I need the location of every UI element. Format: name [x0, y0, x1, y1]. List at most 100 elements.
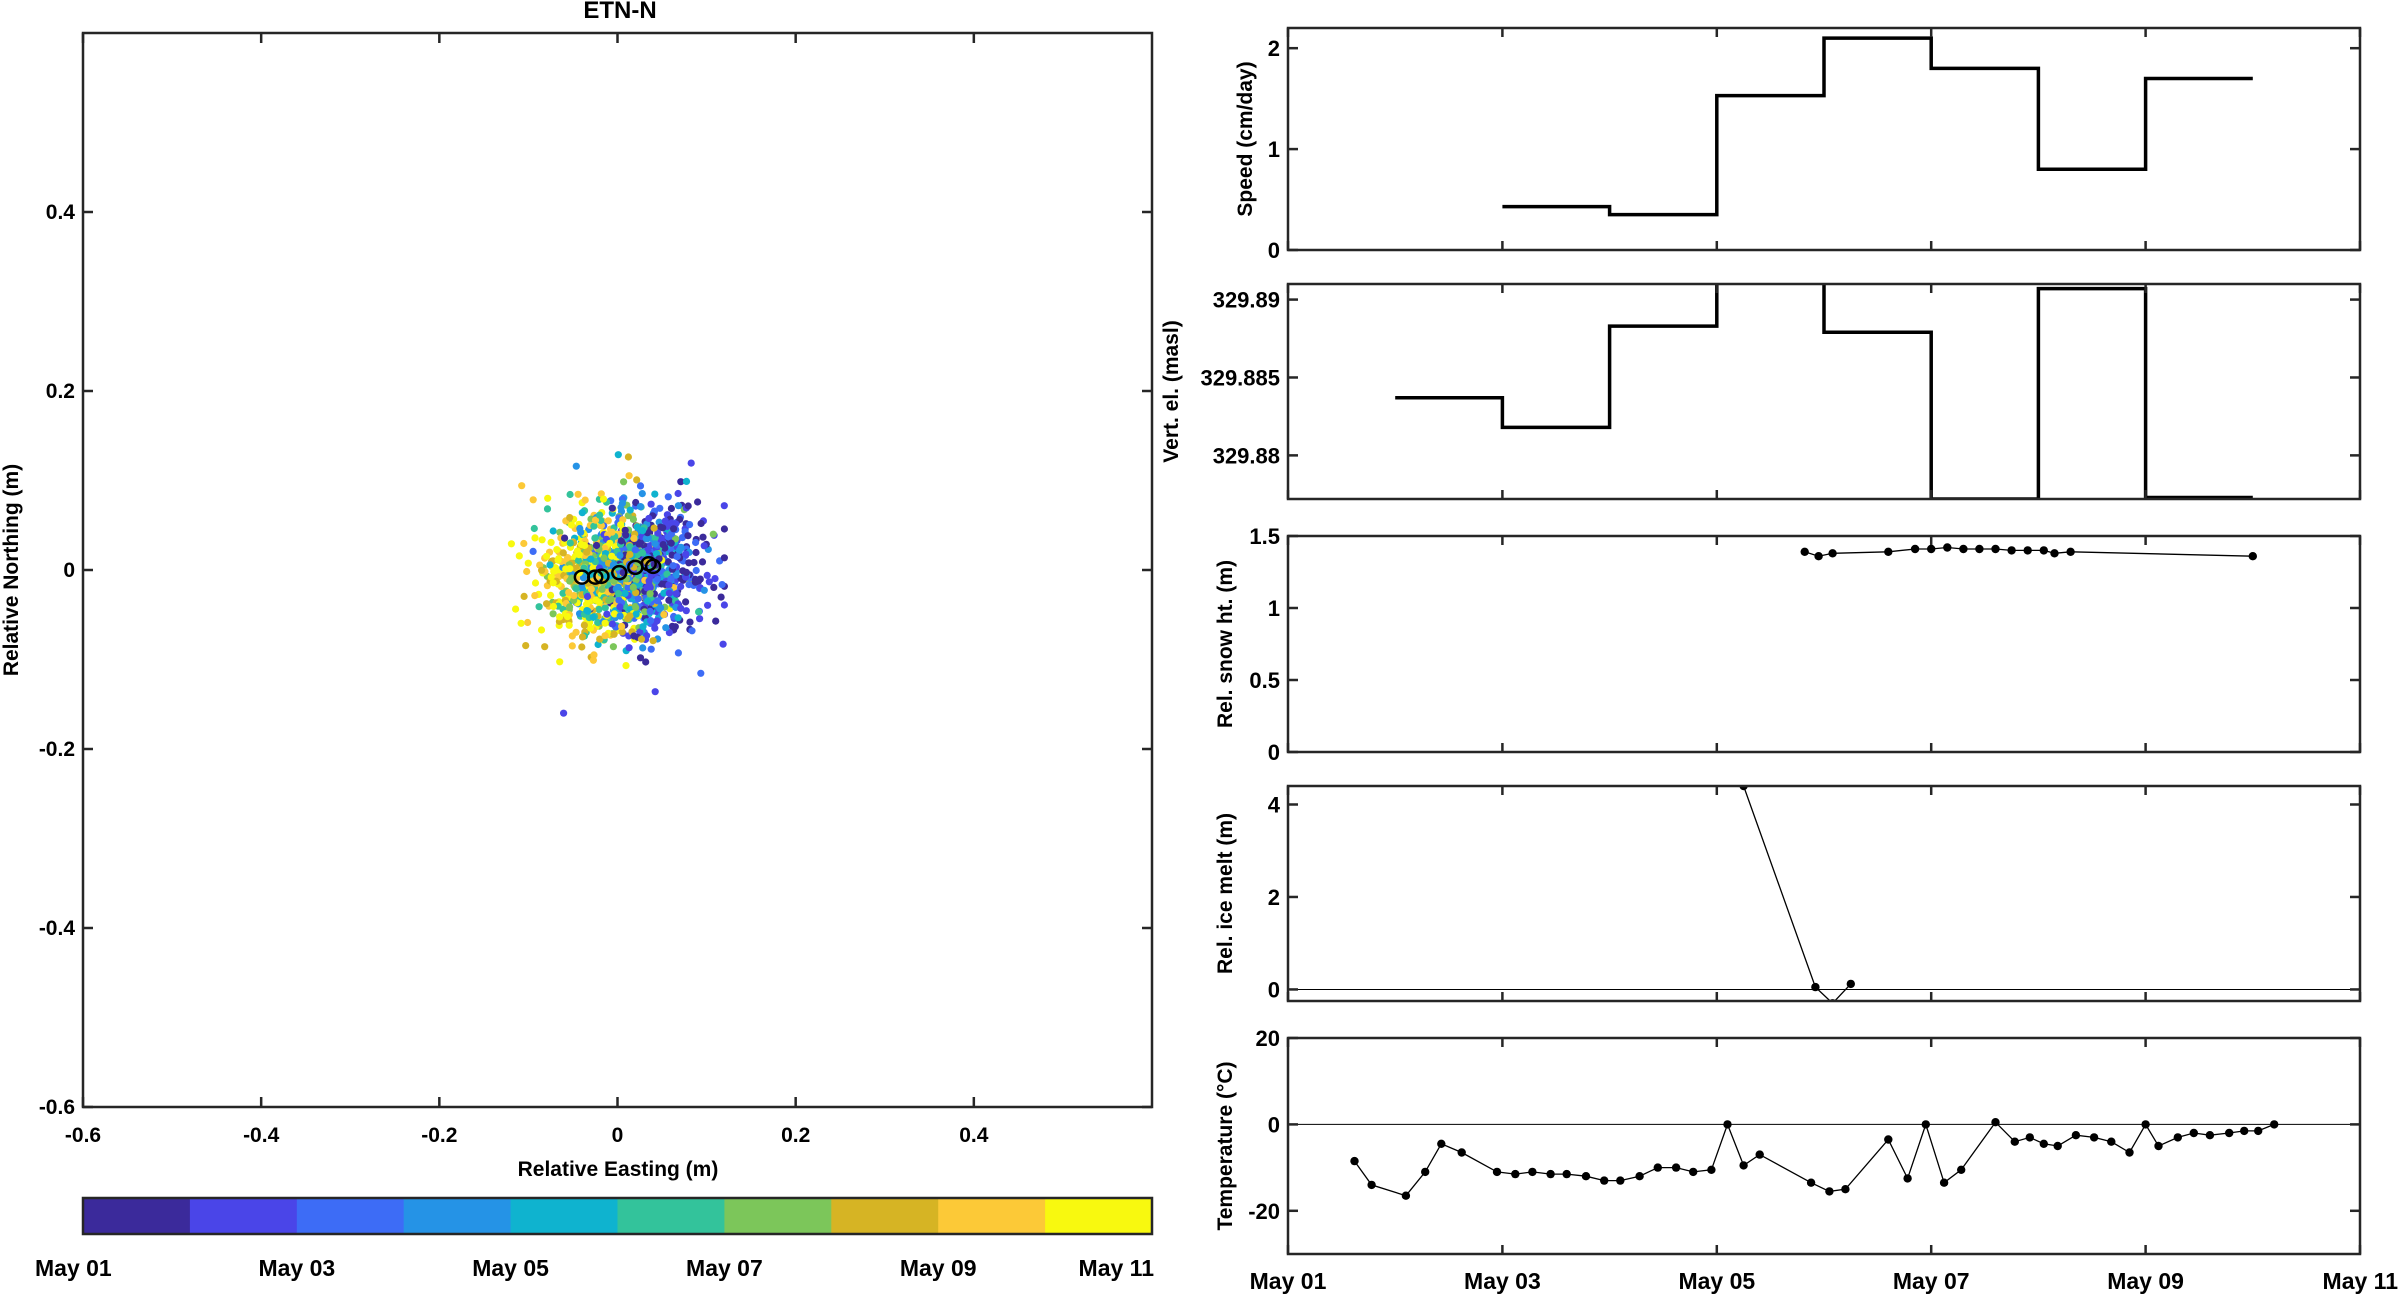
scatter-point	[563, 613, 572, 621]
series-point	[2023, 546, 2032, 555]
colorbar-ticks: May 01 May 03 May 05 May 07 May 09 May 11	[35, 1255, 1154, 1281]
scatter-point	[553, 546, 561, 554]
panel-4: 0 2 4 Rel. ice melt (m)	[1214, 784, 2362, 1002]
colorbar-tick-label: May 09	[900, 1255, 977, 1281]
scatter-point	[605, 596, 613, 605]
scatter-point	[560, 709, 568, 717]
scatter-point	[647, 500, 655, 508]
scatter-panel: ETN-N -0.6 -0.4 -0.2 0 0.2 0.4 -0.6 -0.4 -0.2 0 0…	[0, 0, 1154, 1181]
series-point	[1910, 544, 1920, 554]
scatter-point	[549, 579, 557, 587]
scatter-point	[645, 577, 653, 585]
scatter-point	[682, 477, 691, 485]
scatter-x-ticks: -0.6 -0.4 -0.2 0 0.2 0.4	[65, 33, 989, 1147]
scatter-point	[591, 534, 599, 542]
scatter-point	[626, 543, 634, 551]
scatter-point	[618, 499, 627, 507]
scatter-y-ticks: -0.6 -0.4 -0.2 0 0.2 0.4	[39, 201, 1152, 1119]
scatter-point	[543, 600, 551, 608]
scatter-point	[591, 516, 600, 524]
scatter-point	[624, 584, 632, 592]
scatter-point	[616, 603, 624, 611]
scatter-point	[572, 462, 580, 470]
series-line	[1742, 786, 1852, 1001]
scatter-point	[651, 540, 659, 548]
scatter-point	[564, 554, 572, 562]
panel-axes-box	[1286, 534, 2362, 754]
scatter-point	[668, 622, 676, 631]
y-tick-label: 20	[1256, 1026, 1280, 1051]
scatter-point	[579, 574, 588, 582]
scatter-point	[667, 575, 675, 583]
y-tick-label: 2	[1268, 885, 1280, 910]
scatter-point	[595, 605, 603, 614]
scatter-point	[522, 642, 530, 650]
scatter-point	[672, 535, 680, 543]
scatter-point	[700, 542, 708, 550]
y-axis-label: Rel. snow ht. (m)	[1214, 560, 1237, 728]
scatter-point	[572, 628, 580, 636]
scatter-point	[615, 596, 623, 604]
scatter-point	[638, 549, 647, 557]
scatter-point	[717, 593, 725, 601]
scatter-x-tick-label: -0.6	[65, 1124, 101, 1147]
series-point	[1653, 1163, 1663, 1172]
scatter-point	[696, 615, 704, 623]
time-series-panels: 0 1 2 Speed (cm/day) 329.88 329.885 329.89 Vert…	[1160, 26, 2399, 1294]
scatter-point	[636, 654, 645, 662]
scatter-point	[578, 633, 587, 641]
scatter-point	[674, 502, 683, 510]
series-point	[2025, 1133, 2035, 1142]
series-point	[2071, 1131, 2081, 1140]
colorbar-tick-label: May 11	[1079, 1255, 1155, 1281]
scatter-point	[629, 583, 637, 592]
scatter-point	[581, 496, 589, 504]
series-point	[1975, 544, 1984, 554]
series-point	[1800, 547, 1809, 556]
series-point	[1884, 1135, 1893, 1144]
scatter-point	[626, 612, 634, 620]
scatter-point	[549, 610, 557, 618]
scatter-y-tick-label: -0.4	[39, 917, 76, 940]
series-point	[1811, 982, 1820, 992]
scatter-point	[561, 534, 569, 542]
scatter-x-tick-label: -0.2	[421, 1124, 457, 1147]
colorbar-cell	[1045, 1198, 1153, 1234]
scatter-point	[538, 536, 546, 544]
scatter-point	[639, 623, 647, 631]
y-tick-label: 0	[1268, 977, 1280, 1002]
scatter-point	[650, 524, 658, 532]
y-tick-label: 329.89	[1213, 288, 1280, 313]
scatter-point	[643, 597, 652, 605]
scatter-point	[685, 581, 693, 589]
scatter-point	[614, 583, 622, 591]
scatter-point	[618, 628, 626, 636]
series-point	[1350, 1156, 1359, 1166]
scatter-point	[659, 524, 667, 532]
series-point	[2254, 1126, 2263, 1136]
scatter-point	[637, 635, 646, 643]
scatter-point	[622, 662, 630, 670]
scatter-point	[538, 566, 546, 574]
series-point	[1437, 1139, 1446, 1149]
scatter-point	[520, 592, 528, 601]
scatter-point	[651, 624, 659, 632]
scatter-point	[665, 596, 673, 604]
scatter-point	[574, 490, 582, 498]
scatter-point	[635, 540, 643, 548]
scatter-point	[590, 651, 598, 659]
series-line	[1804, 546, 2253, 557]
scatter-point	[632, 603, 640, 612]
colorbar-tick-label: May 05	[472, 1255, 549, 1281]
x-tick-label: May 09	[2107, 1268, 2184, 1294]
series-point	[1841, 1185, 1850, 1194]
x-tick-label: May 11	[2323, 1268, 2399, 1294]
scatter-point	[578, 509, 586, 517]
scatter-point	[651, 688, 659, 696]
scatter-point	[646, 607, 654, 616]
scatter-y-tick-label: -0.2	[39, 738, 75, 761]
scatter-point	[556, 528, 564, 536]
scatter-y-tick-label: 0.4	[46, 201, 76, 224]
scatter-point	[682, 568, 691, 577]
scatter-point	[547, 573, 555, 581]
